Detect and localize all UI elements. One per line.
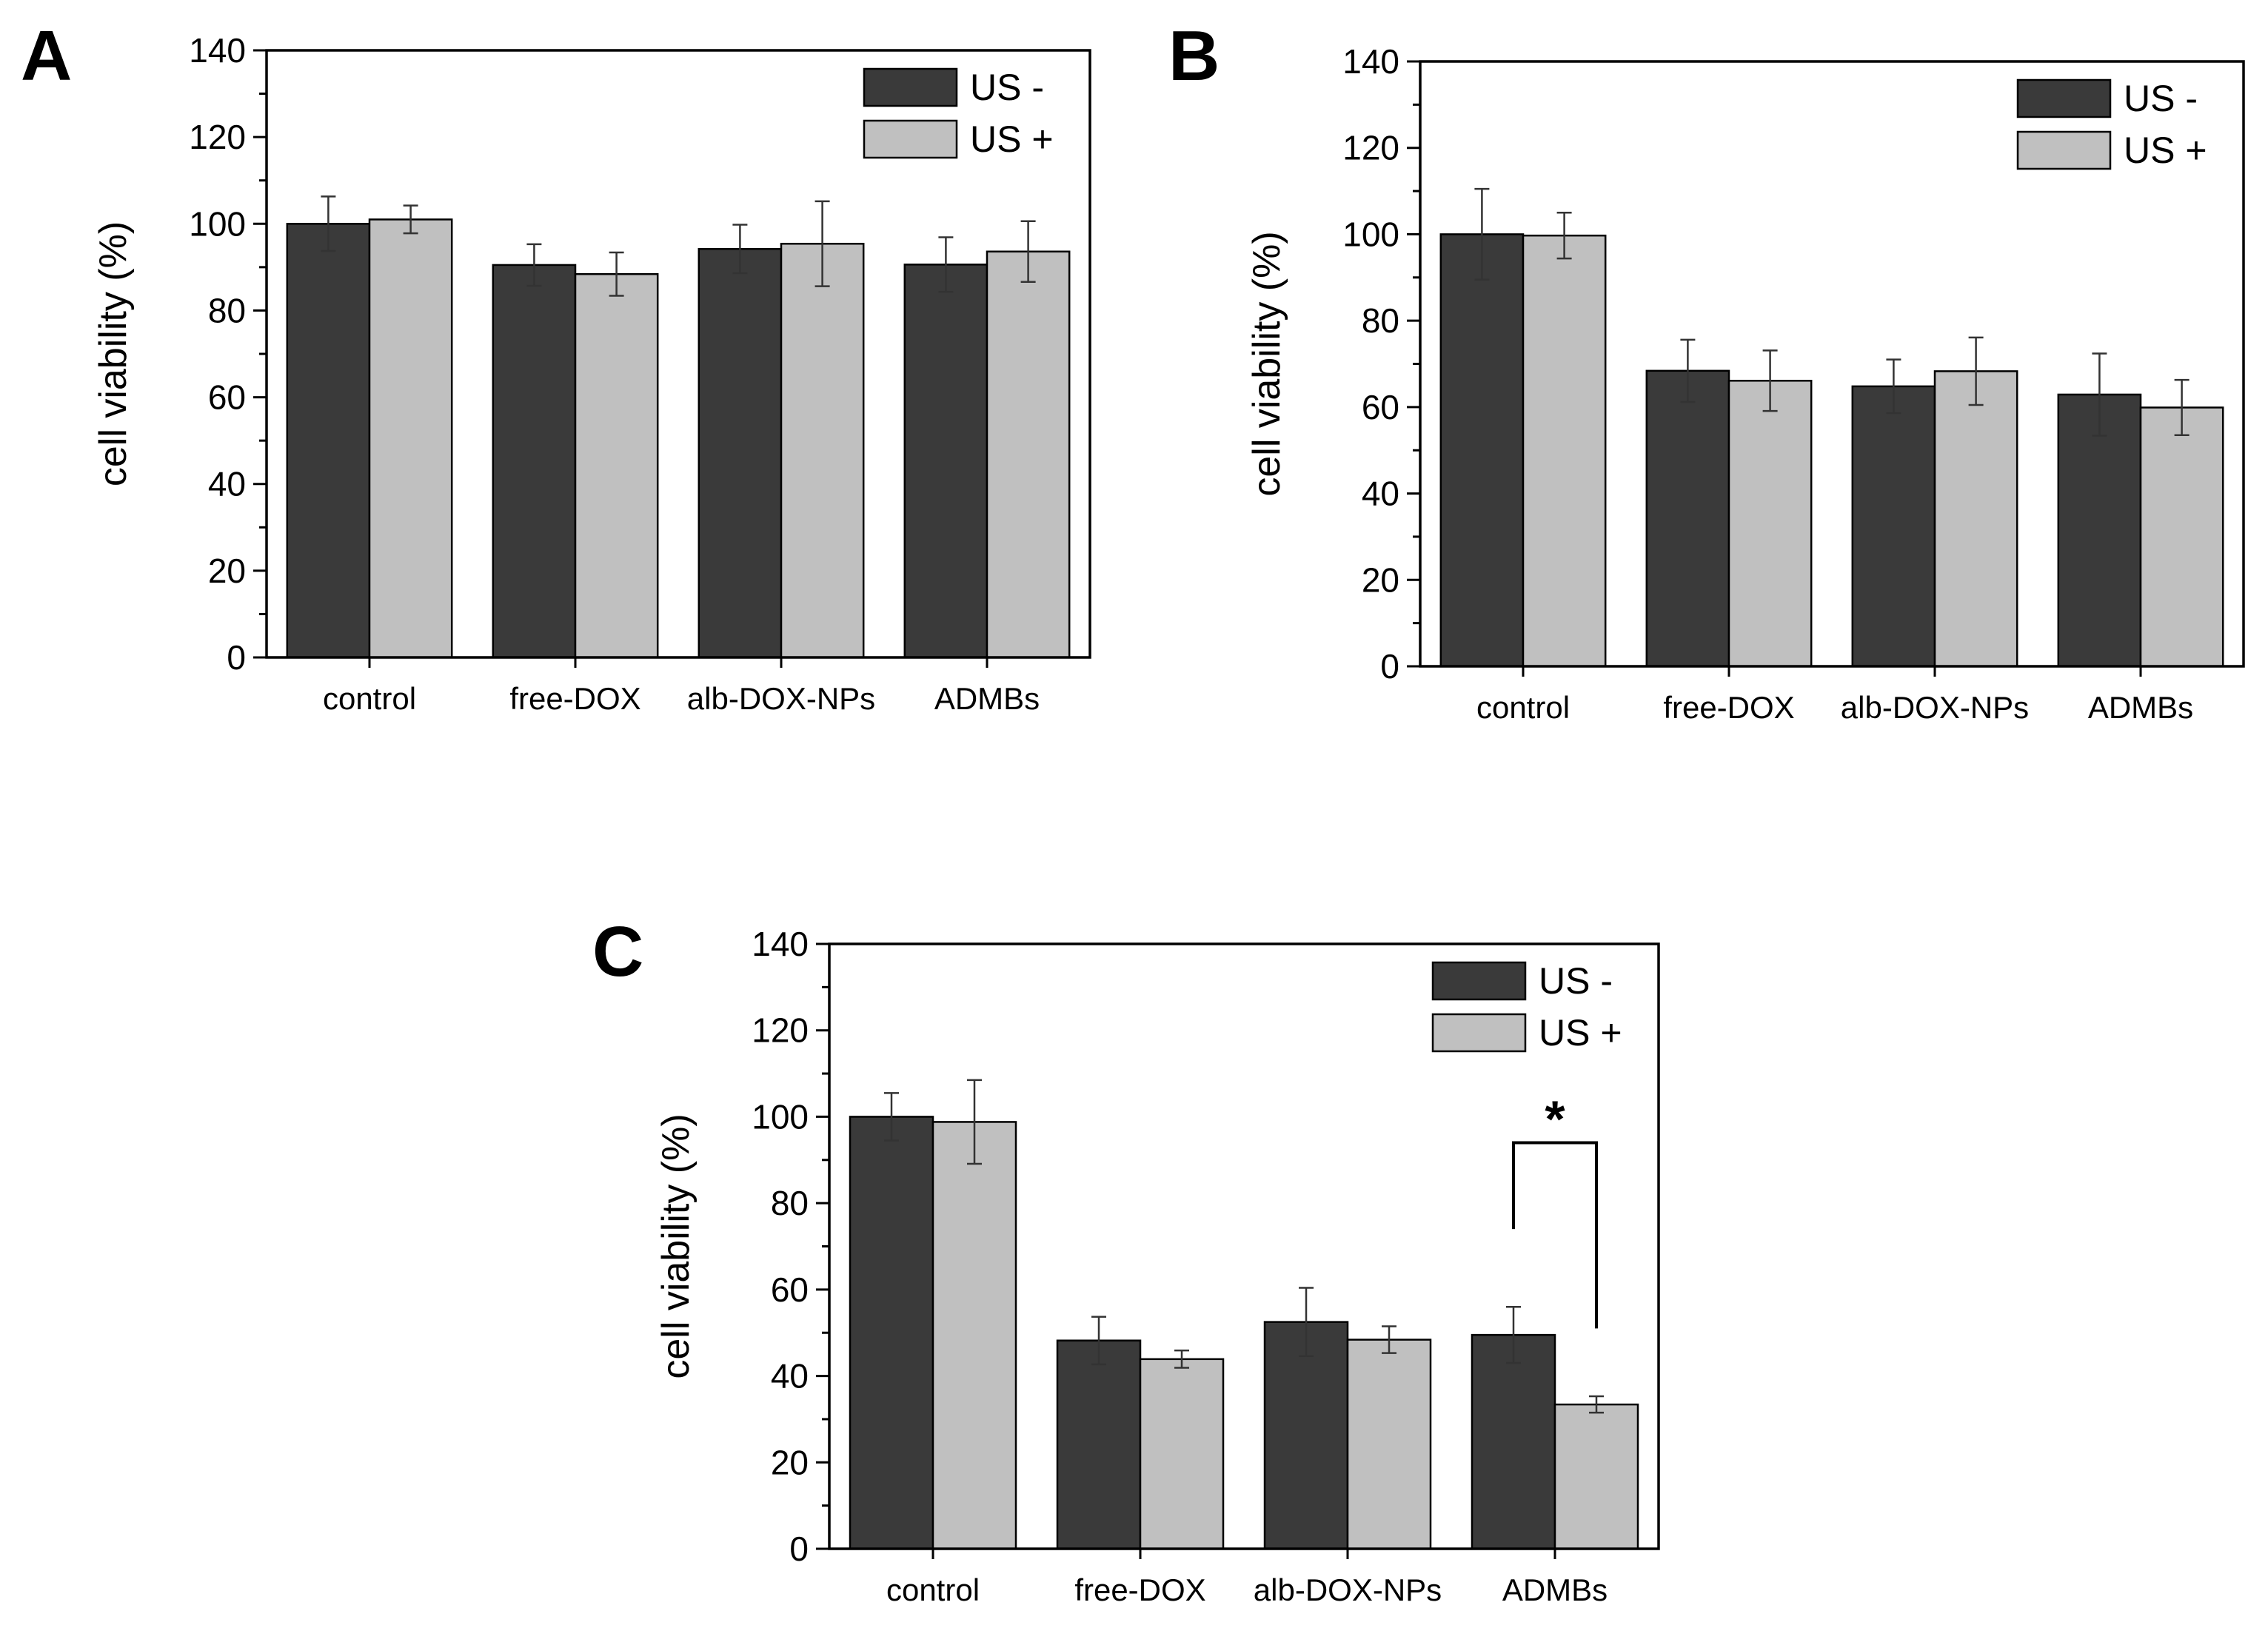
- legend-label: US -: [1539, 960, 1613, 1002]
- x-tick-label: alb-DOX-NPs: [1254, 1572, 1442, 1607]
- x-tick-label: control: [323, 681, 416, 716]
- y-tick-label: 120: [1342, 129, 1399, 167]
- panel-letter: B: [1168, 16, 1220, 96]
- y-tick-label: 0: [789, 1530, 809, 1568]
- x-tick-label: ADMBs: [934, 681, 1040, 716]
- legend-swatch: [863, 67, 958, 107]
- x-tick-label: alb-DOX-NPs: [1841, 690, 2029, 725]
- y-axis-title: cell viability (%): [655, 1113, 698, 1379]
- x-tick-label: free-DOX: [1663, 690, 1794, 725]
- y-axis-title: cell viability (%): [92, 221, 135, 486]
- y-tick-label: 40: [1362, 475, 1399, 513]
- legend-swatch: [863, 119, 958, 159]
- bar: [780, 242, 865, 659]
- legend-swatch: [2016, 78, 2112, 118]
- bar: [1645, 369, 1730, 668]
- panel-letter: A: [21, 16, 72, 96]
- x-tick-label: control: [1476, 690, 1570, 725]
- legend-label: US +: [2124, 130, 2207, 171]
- significance-bracket: [1512, 1141, 1598, 1329]
- bar: [1851, 385, 1936, 668]
- y-tick-label: 40: [208, 465, 246, 503]
- legend-swatch: [2016, 130, 2112, 170]
- bar: [2139, 406, 2224, 668]
- y-tick-label: 140: [189, 31, 246, 70]
- x-tick-label: control: [886, 1572, 980, 1607]
- y-tick-label: 140: [752, 925, 809, 963]
- legend-label: US -: [970, 67, 1044, 108]
- bar: [986, 250, 1071, 659]
- bar: [931, 1121, 1017, 1550]
- x-tick-label: free-DOX: [509, 681, 640, 716]
- bar: [1056, 1339, 1142, 1550]
- y-tick-label: 100: [189, 204, 246, 243]
- legend-swatch: [1431, 961, 1527, 1001]
- y-tick-label: 80: [771, 1184, 809, 1222]
- y-tick-label: 20: [208, 552, 246, 590]
- bar: [849, 1116, 934, 1550]
- bar: [903, 264, 989, 659]
- x-tick-label: free-DOX: [1074, 1572, 1205, 1607]
- significance-star: *: [1545, 1090, 1565, 1148]
- y-tick-label: 80: [1362, 301, 1399, 340]
- legend-label: US +: [1539, 1012, 1622, 1053]
- y-tick-label: 60: [1362, 388, 1399, 426]
- bar: [1263, 1321, 1349, 1550]
- bar: [2057, 393, 2142, 668]
- y-tick-label: 120: [189, 118, 246, 156]
- y-tick-label: 20: [771, 1443, 809, 1481]
- x-tick-label: ADMBs: [1502, 1572, 1608, 1607]
- bar: [1522, 234, 1607, 668]
- x-tick-label: alb-DOX-NPs: [687, 681, 875, 716]
- panel-letter: C: [592, 912, 643, 991]
- legend-label: US -: [2124, 78, 2198, 119]
- y-tick-label: 120: [752, 1011, 809, 1050]
- bar: [1553, 1403, 1639, 1550]
- bar: [1139, 1358, 1225, 1550]
- legend-label: US +: [970, 118, 1054, 160]
- y-tick-label: 100: [752, 1097, 809, 1136]
- y-tick-label: 40: [771, 1357, 809, 1396]
- bar: [1439, 233, 1525, 668]
- x-tick-label: ADMBs: [2088, 690, 2193, 725]
- y-tick-label: 20: [1362, 560, 1399, 599]
- y-tick-label: 140: [1342, 42, 1399, 81]
- bar: [286, 223, 371, 659]
- y-tick-label: 80: [208, 291, 246, 329]
- bar: [1471, 1333, 1556, 1550]
- bar: [1727, 380, 1813, 668]
- y-tick-label: 0: [1380, 647, 1399, 686]
- bar: [492, 264, 577, 659]
- y-axis-title: cell viability (%): [1245, 231, 1288, 496]
- bar: [368, 218, 453, 659]
- y-tick-label: 60: [771, 1270, 809, 1309]
- bar: [698, 248, 783, 659]
- bar: [574, 272, 659, 659]
- bar: [1933, 370, 2018, 668]
- legend-swatch: [1431, 1013, 1527, 1053]
- y-tick-label: 0: [227, 638, 246, 677]
- y-tick-label: 60: [208, 378, 246, 417]
- bar: [1346, 1339, 1432, 1550]
- y-tick-label: 100: [1342, 215, 1399, 253]
